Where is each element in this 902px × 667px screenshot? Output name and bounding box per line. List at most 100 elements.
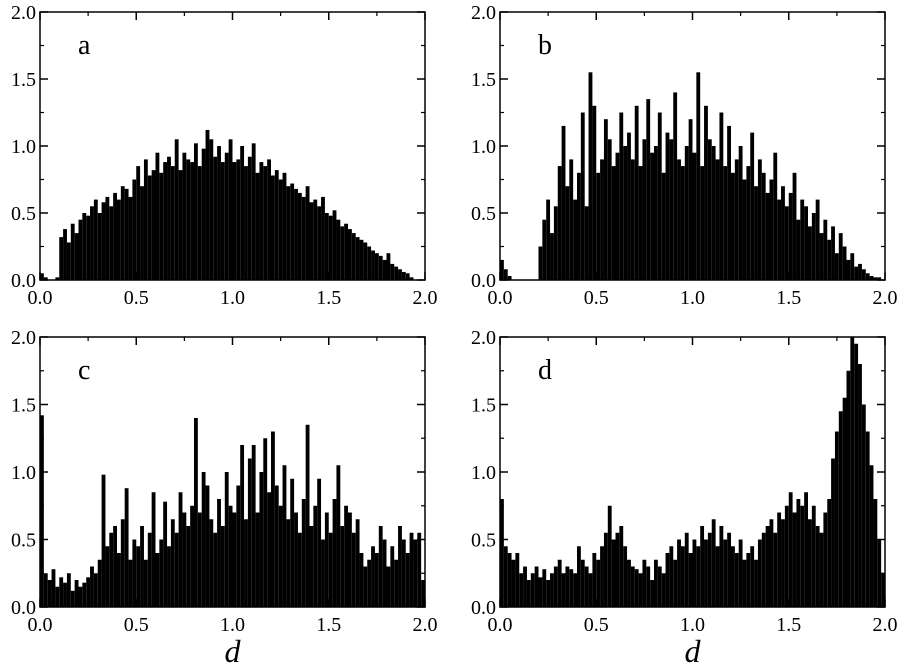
histogram-bar [109, 206, 114, 280]
histogram-bar [313, 505, 318, 607]
histogram-bar [371, 250, 375, 280]
x-axis-label: d [225, 633, 242, 667]
y-tick-label: 2.0 [11, 2, 36, 24]
histogram-bar [761, 172, 766, 280]
histogram-bar [657, 566, 662, 607]
y-tick-label: 1.0 [471, 462, 496, 484]
histogram-bar [781, 519, 785, 607]
histogram-bar [78, 586, 83, 607]
histogram-bar [854, 266, 859, 280]
x-tick-label: 2.0 [873, 614, 898, 636]
histogram-bar [788, 192, 793, 280]
histogram-bar [584, 566, 589, 607]
histogram-bar [328, 532, 333, 607]
histogram-bar [386, 253, 391, 280]
histogram-bar [136, 546, 141, 607]
histogram-bar [588, 72, 593, 280]
histogram-bar [877, 539, 882, 607]
histogram-bar [398, 269, 402, 280]
y-tick-label: 0.5 [11, 203, 36, 225]
histogram-bar [155, 152, 160, 280]
histogram-bar [159, 172, 164, 280]
x-tick-label: 2.0 [873, 287, 898, 309]
histogram-bar [274, 485, 279, 607]
histogram-bar [630, 566, 635, 607]
histogram-bar [224, 472, 229, 607]
histogram-bar [792, 512, 797, 607]
histogram-bar [646, 99, 651, 280]
histogram-bar [615, 152, 620, 280]
histogram-bar [757, 539, 762, 607]
histogram-bar [409, 532, 414, 607]
histogram-bar [719, 112, 724, 280]
histogram-bar [344, 505, 348, 607]
histogram-bar [526, 580, 531, 607]
histogram-bar [819, 532, 824, 607]
histogram-bar [557, 166, 562, 280]
histogram-bar [546, 199, 551, 280]
histogram-bar [201, 472, 206, 607]
histogram-bar [359, 239, 364, 280]
x-tick-label: 2.0 [413, 287, 438, 309]
histogram-bar [213, 532, 218, 607]
histogram-bar [190, 505, 194, 607]
x-tick-label: 1.0 [680, 614, 705, 636]
histogram-bar [530, 573, 535, 607]
y-tick-label: 1.0 [471, 136, 496, 158]
histogram-bar [332, 210, 337, 280]
histogram-bar [90, 206, 94, 280]
histogram-bar [677, 159, 681, 280]
histogram-bar [642, 559, 647, 607]
histogram-bar [684, 532, 689, 607]
histogram-bar [638, 166, 643, 280]
y-tick-label: 0.0 [11, 270, 36, 292]
histogram-bar [151, 492, 156, 607]
histogram-bar [673, 92, 678, 281]
histogram-bar [734, 553, 739, 607]
histogram-bar [607, 505, 612, 607]
histogram-bar [317, 478, 322, 607]
histogram-bar [97, 559, 102, 607]
histogram-bar [823, 219, 828, 280]
y-tick-label: 0.5 [471, 530, 496, 552]
x-axis-label: d [685, 633, 702, 667]
x-tick-label: 0.0 [28, 287, 53, 309]
histogram-bar [390, 546, 395, 607]
histogram-bar [727, 125, 731, 281]
histogram-bar [823, 512, 828, 607]
histogram-bar [155, 553, 160, 607]
histogram-bar [838, 411, 843, 607]
histogram-bar [777, 512, 782, 607]
histogram-bar [834, 253, 839, 280]
histogram-bar [259, 162, 264, 280]
histogram-bar [623, 146, 628, 280]
histogram-bar [534, 566, 539, 607]
histogram-bar [93, 573, 98, 607]
histogram-bar [263, 166, 268, 280]
histogram-bar [734, 159, 739, 280]
histogram-bar [66, 242, 71, 280]
histogram-bar [228, 139, 233, 280]
histogram-bar [669, 546, 674, 607]
histogram-bar [550, 573, 554, 607]
histogram-bar [159, 539, 164, 607]
histogram-bar [251, 143, 256, 280]
histogram-bar [205, 129, 210, 280]
histogram-bar [757, 159, 762, 280]
histogram-bar [259, 472, 264, 607]
histogram-bar [773, 152, 778, 280]
histogram-bar [321, 539, 325, 607]
histogram-bar [569, 569, 574, 607]
histogram-bar [209, 139, 214, 280]
histogram-bar [765, 526, 770, 607]
histogram-bar [186, 159, 191, 280]
histogram-bar [619, 526, 624, 607]
histogram-bar [711, 519, 716, 607]
x-tick-label: 1.5 [316, 287, 341, 309]
histogram-bar [355, 237, 360, 280]
histogram-bar [174, 139, 179, 280]
panel-label: d [538, 355, 552, 386]
histogram-bar [677, 539, 681, 607]
histogram-bar [301, 499, 306, 607]
histogram-bar [194, 418, 198, 607]
